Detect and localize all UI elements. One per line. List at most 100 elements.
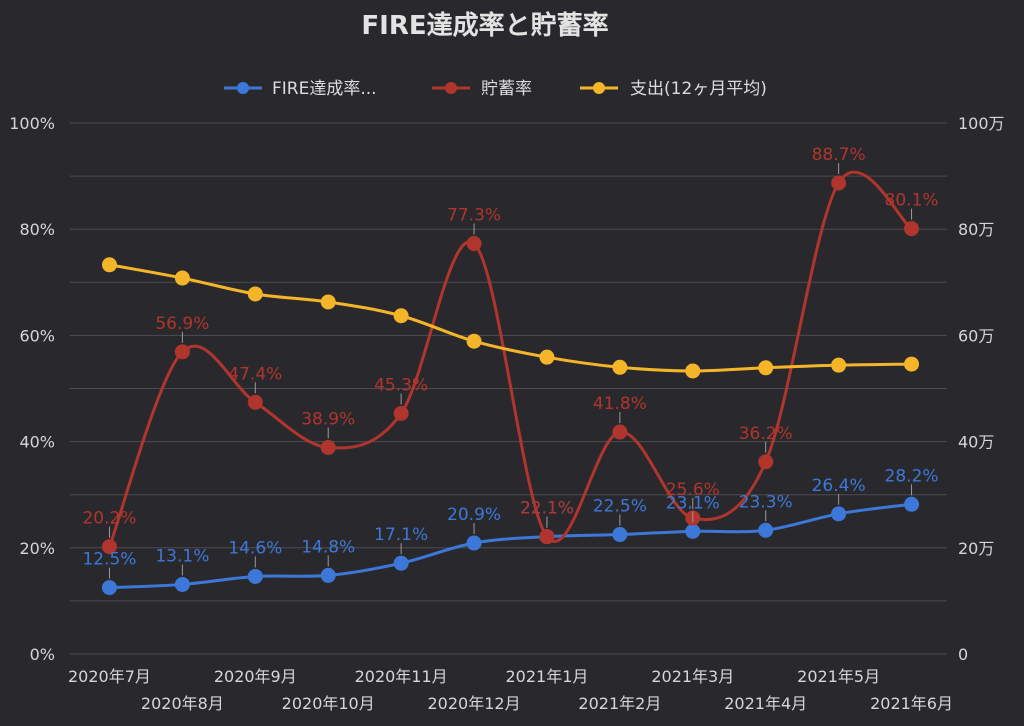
data-point: [685, 523, 701, 539]
y-right-tick-label: 0: [958, 645, 968, 664]
data-point: [612, 424, 628, 440]
data-point: [393, 405, 409, 421]
data-point: [393, 555, 409, 571]
data-point: [612, 359, 628, 375]
series-line: [107, 170, 914, 549]
data-labels: 12.5% 13.1% 14.6% 14.8% 17.1% 20.9% 22.1% 22.5%…: [82, 145, 939, 579]
data-point: [101, 580, 117, 596]
data-point: [320, 567, 336, 583]
data-label: 88.7%: [812, 145, 866, 165]
gridlines: [70, 122, 947, 655]
data-point: [101, 539, 117, 555]
data-label: 20.2%: [82, 509, 136, 529]
y-right-tick-label: 100万: [958, 114, 1005, 133]
legend-item-expenses: 支出(12ヶ月平均): [580, 79, 767, 99]
data-point: [685, 363, 701, 379]
x-tick-label: 2021年2月: [578, 694, 661, 713]
data-point: [539, 529, 555, 545]
data-point: [101, 257, 117, 273]
chart-title: FIRE達成率と貯蓄率: [361, 10, 608, 41]
axis-labels: 0% 20% 40% 60% 80% 100% 0 20万 40万 60万 80万 100万 2020年…: [9, 114, 1004, 713]
data-label: 56.9%: [155, 314, 209, 334]
x-tick-label: 2020年8月: [141, 694, 224, 713]
x-tick-label: 2021年3月: [651, 667, 734, 686]
y-right-tick-label: 40万: [958, 433, 994, 452]
data-point: [831, 175, 847, 191]
x-tick-label: 2021年6月: [870, 694, 953, 713]
data-label: 77.3%: [447, 206, 501, 226]
data-label: 28.2%: [885, 466, 939, 486]
data-label: 17.1%: [374, 525, 428, 545]
data-point: [904, 496, 920, 512]
data-label: 12.5%: [82, 550, 136, 570]
series-marks: [101, 170, 920, 596]
data-point: [758, 360, 774, 376]
data-point: [174, 344, 190, 360]
x-tick-label: 2020年9月: [214, 667, 297, 686]
y-left-tick-label: 100%: [9, 114, 55, 133]
data-point: [320, 294, 336, 310]
data-label: 22.1%: [520, 499, 574, 519]
x-tick-label: 2020年10月: [282, 694, 375, 713]
series-1: [101, 170, 920, 555]
legend-item-fire-rate: FIRE達成率...: [224, 79, 377, 99]
data-label: 80.1%: [885, 191, 939, 211]
y-left-tick-label: 60%: [19, 326, 55, 345]
data-point: [247, 568, 263, 584]
data-point: [831, 506, 847, 522]
data-point: [466, 333, 482, 349]
y-right-tick-label: 60万: [958, 326, 994, 345]
x-tick-label: 2020年11月: [355, 667, 448, 686]
data-label: 20.9%: [447, 505, 501, 525]
data-point: [539, 349, 555, 365]
y-right-tick-label: 80万: [958, 220, 994, 239]
data-label: 38.9%: [301, 409, 355, 429]
y-left-tick-label: 40%: [19, 433, 55, 452]
data-point: [904, 356, 920, 372]
data-label: 47.4%: [228, 364, 282, 384]
data-point: [758, 454, 774, 470]
x-tick-label: 2021年4月: [724, 694, 807, 713]
data-point: [247, 286, 263, 302]
legend-label-fire-rate: FIRE達成率...: [272, 79, 377, 99]
data-point: [393, 308, 409, 324]
legend-swatch-dot: [237, 82, 249, 94]
y-right-tick-label: 20万: [958, 539, 994, 558]
data-point: [466, 535, 482, 551]
data-label: 22.1%: [520, 499, 574, 519]
series-line: [107, 263, 914, 373]
legend: FIRE達成率... 貯蓄率 支出(12ヶ月平均): [224, 79, 767, 99]
data-point: [758, 522, 774, 538]
data-label: 14.8%: [301, 537, 355, 557]
legend-swatch-dot: [445, 82, 457, 94]
legend-label-savings-rate: 貯蓄率: [481, 79, 532, 99]
data-label: 22.5%: [593, 497, 647, 517]
x-tick-label: 2021年5月: [797, 667, 880, 686]
data-point: [174, 270, 190, 286]
data-point: [904, 221, 920, 237]
legend-item-savings-rate: 貯蓄率: [432, 79, 532, 99]
data-label: 26.4%: [812, 476, 866, 496]
data-point: [247, 394, 263, 410]
data-label: 45.3%: [374, 375, 428, 395]
data-point: [466, 236, 482, 252]
series-0: [101, 496, 920, 596]
legend-swatch-dot: [593, 82, 605, 94]
data-label: 25.6%: [666, 480, 720, 500]
y-left-tick-label: 20%: [19, 539, 55, 558]
legend-label-expenses: 支出(12ヶ月平均): [630, 79, 767, 99]
data-point: [320, 439, 336, 455]
data-label: 13.1%: [155, 546, 209, 566]
data-label: 36.2%: [739, 424, 793, 444]
y-left-tick-label: 80%: [19, 220, 55, 239]
data-point: [174, 576, 190, 592]
x-tick-label: 2020年7月: [68, 667, 151, 686]
data-point: [612, 527, 628, 543]
data-label: 41.8%: [593, 394, 647, 414]
series-2: [101, 257, 920, 379]
x-tick-label: 2020年12月: [427, 694, 520, 713]
x-tick-label: 2021年1月: [506, 667, 589, 686]
data-point: [831, 357, 847, 373]
